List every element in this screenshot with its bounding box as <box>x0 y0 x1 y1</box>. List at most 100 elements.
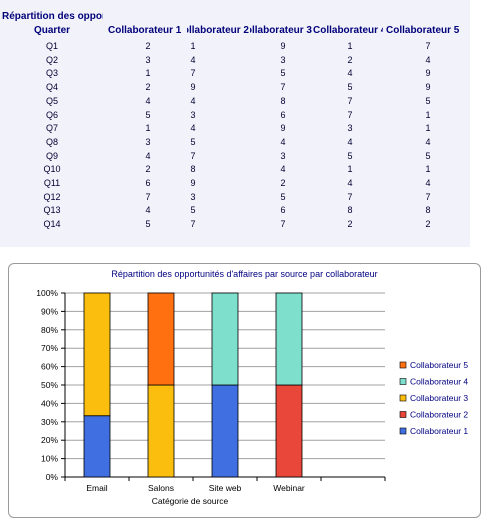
column-header: Collaborateur 3 <box>250 25 312 36</box>
value-cell: 5 <box>347 82 353 93</box>
value-cell: 2 <box>280 178 286 188</box>
bar-segment <box>147 292 175 386</box>
x-tick-label: Webinar <box>273 483 305 493</box>
value-cell: 6 <box>280 109 286 120</box>
legend-swatch <box>399 394 407 402</box>
value-cell: 3 <box>145 54 151 65</box>
value-cell: 8 <box>425 205 431 216</box>
value-cell: 1 <box>145 123 151 134</box>
legend-entry: Collaborateur 1 <box>410 426 468 436</box>
value-cell: 5 <box>347 150 353 161</box>
value-cell: 4 <box>425 178 431 188</box>
x-axis-label: Catégorie de source <box>152 496 229 506</box>
stacked-bar-chart: 0% 10% 20% 30% 40% 50% 60% 70% 80% 90% 100% Email Sa… <box>36 288 468 506</box>
table-title: Répartition des opportunités d'affaires … <box>2 11 103 22</box>
value-cell: 8 <box>280 95 286 106</box>
x-tick-label: Email <box>86 483 107 493</box>
y-tick-label: 10% <box>41 454 58 464</box>
value-cell: 1 <box>145 68 151 79</box>
value-cell: 9 <box>190 178 196 188</box>
value-cell: 4 <box>145 205 151 216</box>
quarter-cell: Q4 <box>45 82 58 93</box>
quarter-cell: Q13 <box>43 205 61 216</box>
value-cell: 9 <box>190 82 196 93</box>
quarter-cell: Q11 <box>43 178 61 188</box>
value-cell: 7 <box>145 191 151 202</box>
value-cell: 8 <box>190 164 196 175</box>
value-cell: 5 <box>280 191 286 202</box>
legend-entry: Collaborateur 4 <box>410 377 468 387</box>
value-cell: 5 <box>145 109 151 120</box>
quarter-cell: Q1 <box>45 41 58 51</box>
y-tick-label: 40% <box>41 398 58 408</box>
quarter-cell: Q2 <box>45 54 58 65</box>
value-cell: 9 <box>280 123 286 134</box>
value-cell: 2 <box>145 82 151 93</box>
quarter-cell: Q9 <box>45 150 58 161</box>
value-cell: 2 <box>145 41 151 51</box>
quarter-cell: Q7 <box>45 123 58 134</box>
value-cell: 3 <box>190 191 196 202</box>
value-cell: 7 <box>280 82 286 93</box>
y-tick-label: 100% <box>36 288 58 298</box>
x-tick-label: Salons <box>148 483 174 493</box>
bar-segment <box>275 292 303 386</box>
value-cell: 7 <box>425 41 431 51</box>
value-cell: 1 <box>425 109 431 120</box>
value-cell: 4 <box>190 95 196 106</box>
value-cell: 3 <box>145 136 151 147</box>
value-cell: 4 <box>190 54 196 65</box>
legend-swatch <box>399 378 407 385</box>
bar-segment <box>211 384 239 478</box>
value-cell: 4 <box>280 136 286 147</box>
value-cell: 5 <box>280 68 286 79</box>
column-header: Collaborateur 2 <box>187 25 249 36</box>
value-cell: 6 <box>145 178 151 188</box>
quarter-cell: Q12 <box>43 191 61 202</box>
value-cell: 2 <box>145 164 151 175</box>
value-cell: 3 <box>190 109 196 120</box>
value-cell: 4 <box>347 68 353 79</box>
bar-segment <box>147 384 175 478</box>
y-tick-label: 80% <box>41 325 58 335</box>
value-cell: 3 <box>280 54 286 65</box>
y-tick-label: 90% <box>41 306 58 316</box>
value-cell: 4 <box>145 150 151 161</box>
bar-segment <box>83 415 111 478</box>
value-cell: 2 <box>425 219 431 230</box>
value-cell: 8 <box>347 205 353 216</box>
value-cell: 1 <box>425 164 431 175</box>
legend-entry: Collaborateur 5 <box>410 360 468 370</box>
legend-swatch <box>399 411 407 418</box>
quarter-cell: Q6 <box>45 109 58 120</box>
value-cell: 2 <box>347 219 353 230</box>
data-table: Répartition des opportunités d'affaires … <box>0 0 470 247</box>
value-cell: 7 <box>190 150 196 161</box>
value-cell: 4 <box>280 164 286 175</box>
value-cell: 9 <box>425 82 431 93</box>
quarter-cell: Q8 <box>45 136 58 147</box>
quarter-cell: Q5 <box>45 95 58 106</box>
bar-segment <box>211 292 239 386</box>
quarter-cell: Q10 <box>43 164 61 175</box>
chart-panel: Répartition des opportunités d'affaires … <box>8 263 481 518</box>
value-cell: 1 <box>347 164 353 175</box>
quarter-cell: Q14 <box>43 219 61 230</box>
value-cell: 4 <box>145 95 151 106</box>
value-cell: 4 <box>425 136 431 147</box>
value-cell: 4 <box>347 136 353 147</box>
legend-entry: Collaborateur 3 <box>410 393 468 403</box>
y-tick-label: 20% <box>41 435 58 445</box>
bar-segment <box>83 292 111 417</box>
value-cell: 9 <box>280 41 286 51</box>
value-cell: 4 <box>190 123 196 134</box>
bar-segment <box>275 384 303 478</box>
value-cell: 1 <box>425 123 431 134</box>
value-cell: 7 <box>347 109 353 120</box>
value-cell: 7 <box>425 191 431 202</box>
legend-swatch <box>399 427 407 435</box>
column-header: Collaborateur 4 <box>313 25 383 36</box>
value-cell: 3 <box>347 123 353 134</box>
legend-swatch <box>399 361 407 369</box>
y-tick-label: 70% <box>41 343 58 353</box>
